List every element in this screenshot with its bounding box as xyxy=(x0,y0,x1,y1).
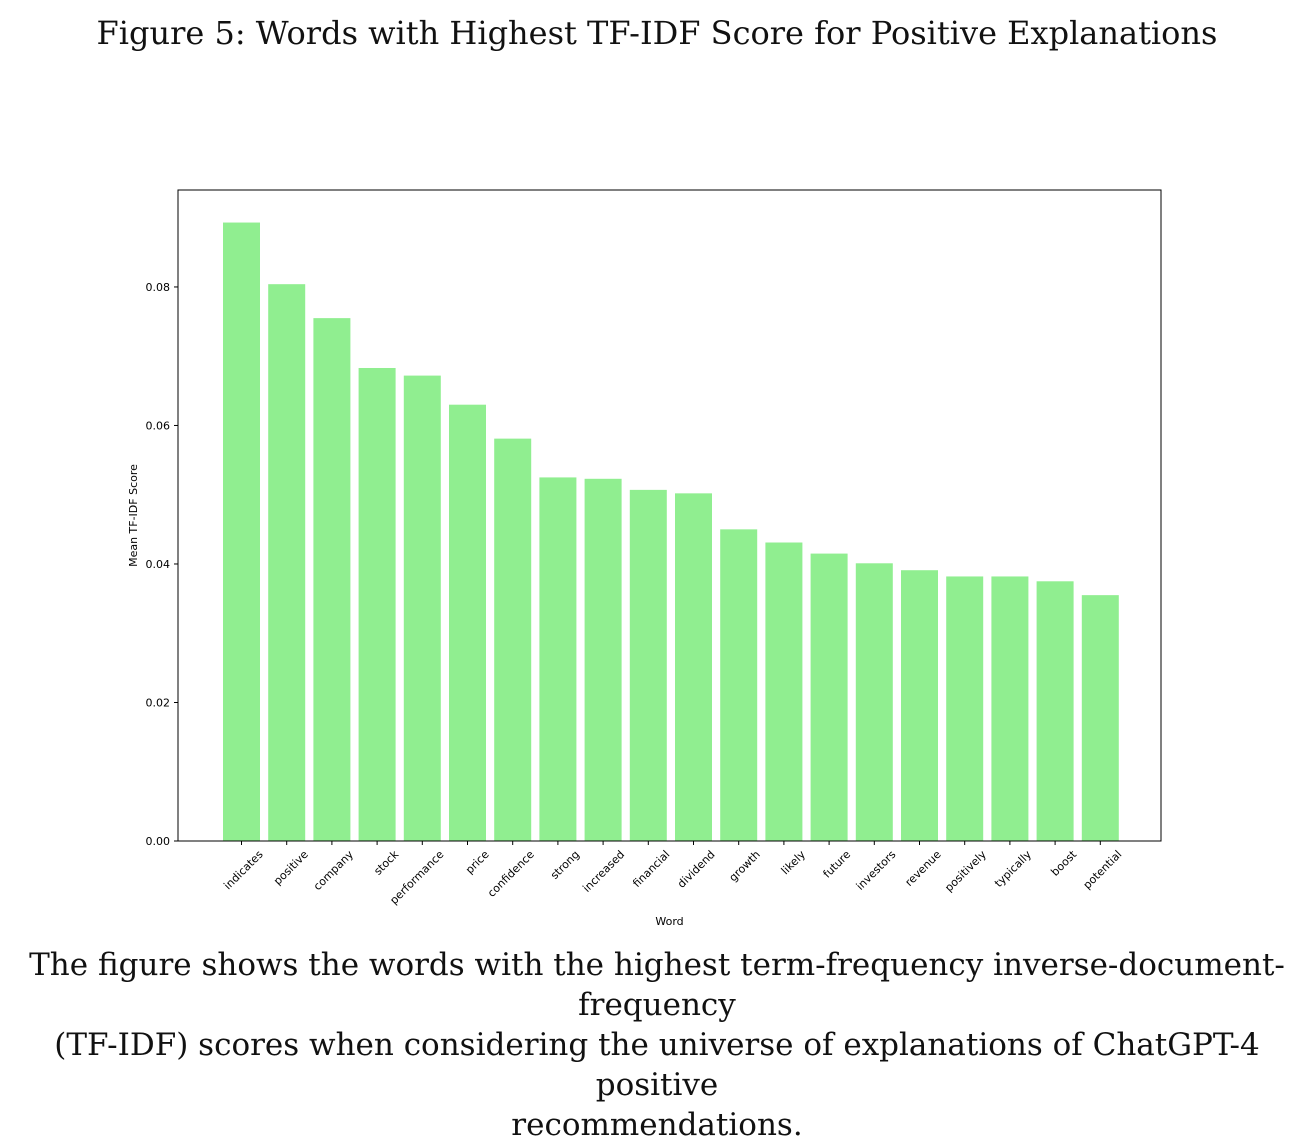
bar-chart: 0.000.020.040.060.08 indicates positive co… xyxy=(127,189,1162,928)
bar-boost xyxy=(1036,581,1074,841)
bar-dividend xyxy=(675,493,712,841)
x-tick-label: potential xyxy=(1081,848,1125,892)
x-tick-label: stock xyxy=(371,847,401,877)
x-tick-label: indicates xyxy=(221,848,266,893)
bar-performance xyxy=(403,375,441,841)
x-tick-label: future xyxy=(821,848,854,881)
figure-caption: The figure shows the words with the high… xyxy=(0,945,1314,1145)
bar-typically xyxy=(991,576,1029,841)
y-tick-label: 0.06 xyxy=(146,419,171,432)
y-tick-label: 0.08 xyxy=(146,281,171,294)
bar-likely xyxy=(765,542,803,841)
bar-company xyxy=(313,318,351,842)
bar-investors xyxy=(855,563,893,841)
bar-revenue xyxy=(901,570,938,841)
y-axis-ticks: 0.00 0.02 0.04 0.06 0.08 xyxy=(146,281,178,848)
x-tick-label: likely xyxy=(779,848,809,878)
bar-stock xyxy=(358,367,396,841)
x-axis-ticks: indicates positive company stockperformance… xyxy=(221,841,1124,907)
x-tick-label: boost xyxy=(1048,847,1079,878)
bar-growth xyxy=(720,529,758,841)
bar-potential xyxy=(1081,595,1119,841)
bar-strong xyxy=(539,477,577,841)
x-tick-label: positively xyxy=(942,848,989,895)
y-tick-label: 0.02 xyxy=(146,696,171,709)
caption-line-1: The figure shows the words with the high… xyxy=(29,947,1285,1023)
y-tick-label: 0.00 xyxy=(146,835,171,848)
bar-confidence xyxy=(494,438,532,841)
x-tick-label: increased xyxy=(580,848,627,895)
x-tick-label: confidence xyxy=(485,848,537,900)
bar-future xyxy=(810,553,848,841)
x-tick-label: strong xyxy=(548,848,582,882)
bars-group xyxy=(223,222,1119,842)
x-tick-label: price xyxy=(463,848,492,877)
x-tick-label: positive xyxy=(271,848,311,888)
x-axis-label: Word xyxy=(655,915,683,928)
figure-title: Figure 5: Words with Highest TF-IDF Scor… xyxy=(96,14,1218,52)
x-tick-label: financial xyxy=(630,848,672,890)
x-tick-label: investors xyxy=(854,848,899,893)
bar-positively xyxy=(946,576,984,841)
x-tick-label: typically xyxy=(992,848,1034,890)
bar-positive xyxy=(268,284,306,841)
x-tick-label: company xyxy=(311,848,356,893)
bar-financial xyxy=(629,489,667,841)
bar-increased xyxy=(584,478,622,841)
plot-area-frame xyxy=(177,189,1162,842)
y-tick-label: 0.04 xyxy=(146,558,171,571)
y-axis-label: Mean TF-IDF Score xyxy=(127,464,140,567)
caption-line-2: (TF-IDF) scores when considering the uni… xyxy=(54,1027,1260,1103)
bar-price xyxy=(449,404,486,841)
x-tick-label: dividend xyxy=(675,848,718,891)
x-tick-label: growth xyxy=(727,848,763,884)
x-tick-label: revenue xyxy=(903,848,944,889)
bar-indicates xyxy=(223,222,260,842)
caption-line-3: recommendations. xyxy=(511,1107,803,1143)
